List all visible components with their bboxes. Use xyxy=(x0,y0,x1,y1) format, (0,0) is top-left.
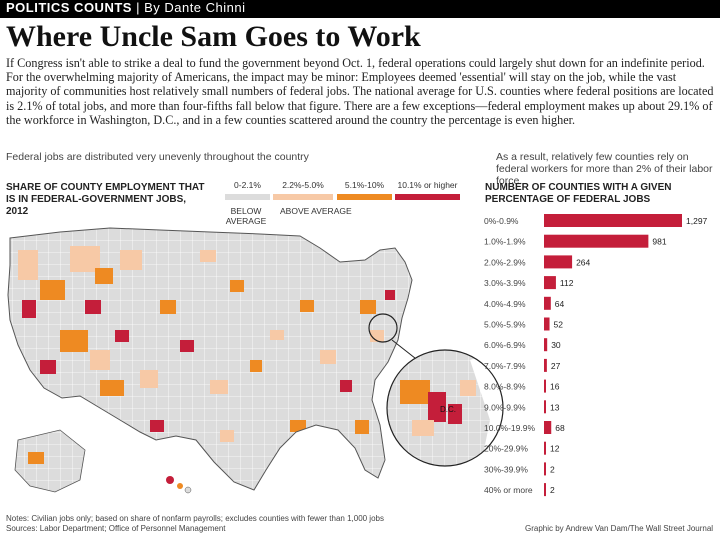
bar-12 xyxy=(544,462,546,476)
hawaii-inset xyxy=(166,476,192,494)
bar-label-10: 10.0%-19.9% xyxy=(484,423,535,433)
bar-value-2: 264 xyxy=(576,257,590,267)
bar-2 xyxy=(544,255,573,269)
bar-0 xyxy=(544,214,682,227)
bar-9 xyxy=(544,400,546,414)
legend-below-average: BELOW AVERAGE xyxy=(225,206,267,226)
bar-10 xyxy=(544,421,552,434)
page-title: Where Uncle Sam Goes to Work xyxy=(6,20,421,53)
bar-value-13: 2 xyxy=(550,485,555,495)
bar-value-7: 27 xyxy=(551,361,561,371)
bar-label-5: 5.0%-5.9% xyxy=(484,320,526,330)
bar-value-0: 1,297 xyxy=(686,216,708,226)
bar-value-11: 12 xyxy=(550,444,560,454)
bar-value-5: 52 xyxy=(554,320,564,330)
legend-label-3: 10.1% or higher xyxy=(397,180,458,190)
bar-label-1: 1.0%-1.9% xyxy=(484,237,526,247)
bar-label-0: 0%-0.9% xyxy=(484,216,519,226)
bar-label-7: 7.0%-7.9% xyxy=(484,361,526,371)
legend-label-1: 2.2%-5.0% xyxy=(282,180,324,190)
map-county-highlights xyxy=(18,246,395,442)
bar-value-1: 981 xyxy=(652,237,666,247)
chart-subhead: As a result, relatively few counties rel… xyxy=(496,151,713,187)
bar-value-10: 68 xyxy=(555,423,565,433)
alaska-inset xyxy=(14,429,86,493)
bar-value-8: 16 xyxy=(550,382,560,392)
map-subhead: Federal jobs are distributed very uneven… xyxy=(6,151,309,163)
footer-credit: Graphic by Andrew Van Dam/The Wall Stree… xyxy=(525,524,714,533)
legend-label-0: 0-2.1% xyxy=(234,180,261,190)
us-outline xyxy=(7,227,413,491)
legend-swatch-2 xyxy=(337,194,392,200)
bar-3 xyxy=(544,276,556,290)
bar-value-4: 64 xyxy=(555,299,565,309)
bar-label-11: 20%-29.9% xyxy=(484,444,528,454)
bar-6 xyxy=(544,338,548,352)
bar-1 xyxy=(544,234,649,248)
bar-label-2: 2.0%-2.9% xyxy=(484,257,526,267)
footer-notes: Notes: Civilian jobs only; based on shar… xyxy=(6,514,384,523)
bar-value-6: 30 xyxy=(551,340,561,350)
bar-label-4: 4.0%-4.9% xyxy=(484,299,526,309)
section-tag: POLITICS COUNTS | By Dante Chinni xyxy=(6,0,246,15)
bar-value-12: 2 xyxy=(550,464,555,474)
bar-label-13: 40% or more xyxy=(484,485,533,495)
intro-paragraph: If Congress isn't able to strike a deal … xyxy=(6,56,714,127)
map-land xyxy=(8,228,412,490)
bar-label-3: 3.0%-3.9% xyxy=(484,278,526,288)
dc-callout-line xyxy=(391,339,421,363)
legend-swatch-3 xyxy=(395,194,460,200)
bar-label-9: 9.0%-9.9% xyxy=(484,402,526,412)
section-name: POLITICS COUNTS xyxy=(6,0,132,15)
bar-4 xyxy=(544,296,551,310)
bar-label-8: 8.0%-8.9% xyxy=(484,382,526,392)
dc-inset-label: D.C. xyxy=(440,405,456,414)
legend-swatch-1 xyxy=(273,194,333,200)
bar-5 xyxy=(544,317,550,331)
section-banner: POLITICS COUNTS | By Dante Chinni xyxy=(0,0,720,18)
bar-7 xyxy=(544,358,547,372)
bar-8 xyxy=(544,379,546,393)
bar-11 xyxy=(544,441,546,455)
bar-label-6: 6.0%-6.9% xyxy=(484,340,526,350)
bar-label-12: 30%-39.9% xyxy=(484,464,528,474)
legend-swatch-0 xyxy=(225,194,270,200)
bar-value-9: 13 xyxy=(550,402,560,412)
bar-chart-title: NUMBER OF COUNTIES WITH A GIVEN PERCENTA… xyxy=(485,182,672,205)
byline: | By Dante Chinni xyxy=(136,0,246,15)
legend-label-2: 5.1%-10% xyxy=(344,180,385,190)
legend-above-average: ABOVE AVERAGE xyxy=(280,206,352,216)
bar-value-3: 112 xyxy=(560,278,574,288)
bar-13 xyxy=(544,483,546,497)
map-heading: SHARE OF COUNTY EMPLOYMENT THAT IS IN FE… xyxy=(6,182,205,217)
map-legend: 0-2.1% 2.2%-5.0% 5.1%-10% 10.1% or highe… xyxy=(225,176,460,236)
dc-marker-circle xyxy=(368,313,398,343)
footer-sources: Sources: Labor Department; Office of Per… xyxy=(6,524,226,533)
